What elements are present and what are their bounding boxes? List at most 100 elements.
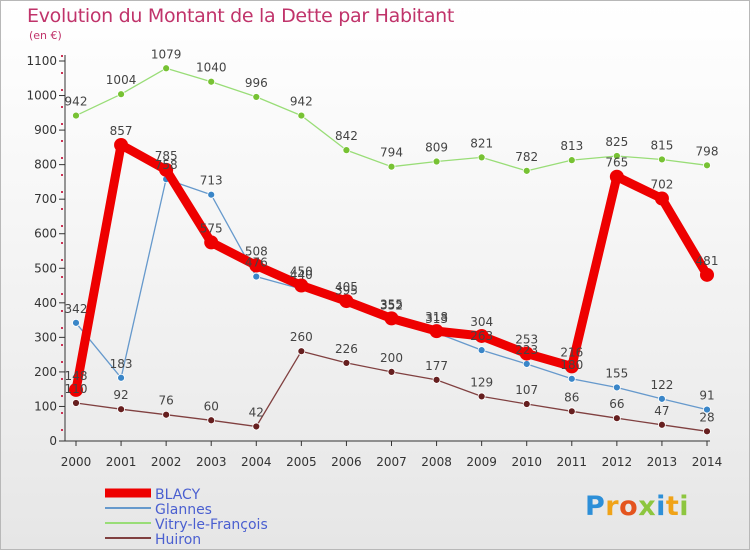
data-point [522, 360, 531, 368]
data-point [207, 190, 216, 199]
data-point [342, 359, 351, 367]
data-point [117, 373, 125, 382]
x-tick-label: 2011 [557, 455, 588, 469]
data-point [384, 311, 399, 326]
data-point [339, 294, 354, 309]
data-label: 42 [249, 405, 264, 419]
data-label: 200 [380, 351, 403, 365]
data-label: 253 [515, 333, 538, 347]
y-tick-label: 700 [34, 192, 57, 206]
data-point [477, 346, 486, 355]
x-tick-label: 2003 [196, 455, 227, 469]
data-point [658, 155, 666, 164]
data-label: 857 [110, 124, 133, 138]
x-tick-label: 2014 [692, 455, 723, 469]
data-point [72, 111, 80, 120]
data-label: 996 [245, 76, 268, 90]
data-point [252, 93, 261, 101]
data-label: 395 [335, 284, 358, 298]
data-label: 260 [290, 330, 313, 344]
data-label: 794 [380, 146, 403, 160]
data-label: 942 [65, 95, 88, 109]
legend-label: Huiron [155, 532, 201, 548]
x-tick-label: 2004 [241, 455, 272, 469]
data-point [207, 77, 216, 86]
logo-letter: P [585, 491, 606, 522]
x-tick-label: 2000 [61, 455, 92, 469]
data-label: 92 [113, 388, 128, 402]
data-label: 107 [515, 383, 538, 397]
data-label: 481 [696, 254, 719, 268]
chart-title: Evolution du Montant de la Dette par Hab… [27, 5, 455, 27]
data-label: 223 [515, 343, 538, 357]
y-tick-label: 1100 [26, 54, 57, 68]
data-label: 47 [654, 404, 669, 418]
y-tick-label: 600 [34, 227, 57, 241]
data-label: 809 [425, 141, 448, 155]
data-label: 180 [560, 358, 583, 372]
data-point [564, 359, 579, 374]
data-point [297, 347, 306, 356]
data-point [207, 416, 216, 425]
data-label: 226 [335, 342, 358, 356]
x-tick-label: 2007 [376, 455, 407, 469]
y-unit-label: (en €) [29, 29, 62, 42]
y-tick-label: 300 [34, 330, 57, 344]
data-label: 815 [650, 138, 673, 152]
data-point [297, 111, 306, 120]
data-point [609, 169, 624, 184]
data-label: 713 [200, 174, 223, 188]
data-label: 148 [65, 369, 88, 383]
data-point [703, 405, 711, 414]
x-tick-label: 2009 [466, 455, 497, 469]
x-tick-label: 2002 [151, 455, 182, 469]
data-point [252, 422, 261, 431]
data-label: 765 [605, 156, 628, 170]
data-point [522, 166, 531, 175]
x-tick-label: 2005 [286, 455, 317, 469]
data-point [567, 407, 576, 416]
data-point [612, 152, 621, 160]
data-point [387, 368, 396, 376]
data-point [114, 137, 129, 152]
data-label: 476 [245, 256, 268, 270]
data-point [703, 427, 711, 436]
x-tick-label: 2013 [647, 455, 678, 469]
logo-letter: i [656, 491, 666, 522]
data-point [658, 394, 666, 403]
data-point [69, 382, 83, 397]
data-point [432, 375, 441, 384]
data-label: 825 [605, 135, 628, 149]
data-point [387, 162, 396, 171]
data-label: 355 [380, 297, 403, 311]
data-label: 942 [290, 95, 313, 109]
data-label: 177 [425, 359, 448, 373]
y-tick-label: 400 [34, 296, 57, 310]
data-label: 129 [470, 375, 493, 389]
logo-letter: i [679, 491, 690, 522]
data-point [522, 400, 531, 408]
data-point [162, 410, 171, 419]
data-label: 313 [425, 312, 448, 326]
data-label: 183 [110, 357, 133, 371]
data-point [612, 383, 621, 392]
data-label: 318 [425, 310, 448, 324]
data-point [703, 161, 711, 170]
data-label: 405 [335, 280, 358, 294]
data-point [519, 346, 534, 361]
data-label: 342 [65, 302, 88, 316]
data-point [294, 278, 309, 293]
data-label: 1004 [106, 73, 137, 87]
data-label: 440 [290, 268, 313, 282]
data-label: 758 [155, 158, 178, 172]
data-point [117, 90, 125, 99]
data-label: 450 [290, 265, 313, 279]
data-point [72, 318, 80, 327]
data-point [612, 414, 621, 423]
y-tick-label: 200 [34, 365, 57, 379]
y-tick-label: 900 [34, 123, 57, 137]
data-label: 798 [696, 144, 719, 158]
data-label: 155 [605, 366, 628, 380]
data-label: 28 [699, 410, 714, 424]
